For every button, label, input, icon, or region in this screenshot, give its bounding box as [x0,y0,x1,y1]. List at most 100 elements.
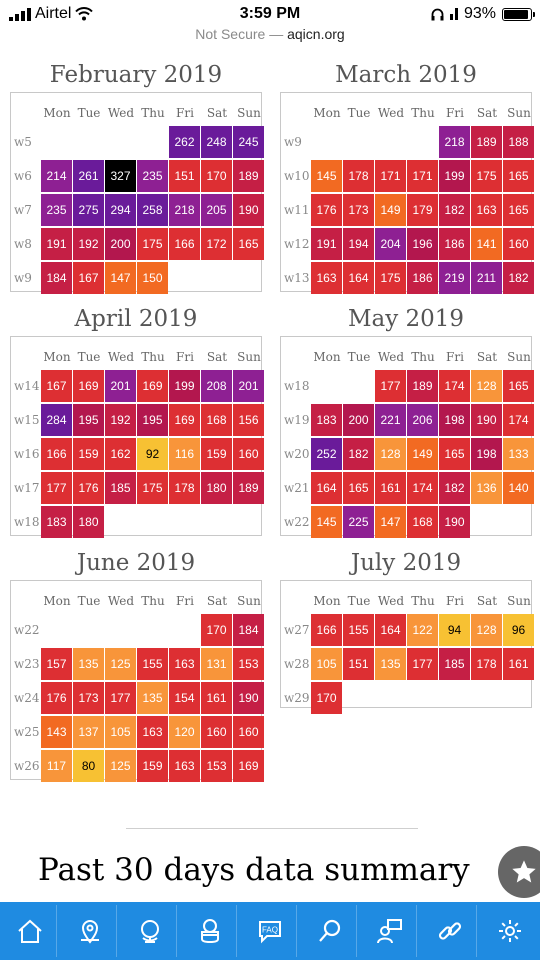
aqi-day-cell[interactable]: 235 [41,194,72,226]
aqi-day-cell[interactable]: 327 [105,160,136,192]
aqi-day-cell[interactable]: 182 [343,438,374,470]
aqi-day-cell[interactable]: 154 [169,682,200,714]
aqi-day-cell[interactable]: 167 [73,262,104,294]
aqi-day-cell[interactable]: 171 [375,160,406,192]
aqi-day-cell[interactable]: 156 [233,404,264,436]
aqi-day-cell[interactable]: 190 [471,404,502,436]
tab-links[interactable] [424,905,478,957]
aqi-day-cell[interactable]: 184 [41,262,72,294]
aqi-day-cell[interactable]: 205 [201,194,232,226]
aqi-day-cell[interactable]: 168 [407,506,438,538]
aqi-day-cell[interactable]: 178 [169,472,200,504]
aqi-day-cell[interactable]: 161 [375,472,406,504]
aqi-day-cell[interactable]: 105 [311,648,342,680]
aqi-day-cell[interactable]: 141 [471,228,502,260]
aqi-day-cell[interactable]: 219 [439,262,470,294]
aqi-day-cell[interactable]: 190 [233,194,264,226]
aqi-day-cell[interactable]: 174 [407,472,438,504]
aqi-day-cell[interactable]: 173 [73,682,104,714]
aqi-day-cell[interactable]: 117 [41,750,72,782]
aqi-day-cell[interactable]: 164 [311,472,342,504]
aqi-day-cell[interactable]: 145 [311,160,342,192]
aqi-day-cell[interactable]: 135 [73,648,104,680]
aqi-day-cell[interactable]: 191 [311,228,342,260]
aqi-day-cell[interactable]: 177 [407,648,438,680]
aqi-day-cell[interactable]: 201 [233,370,264,402]
aqi-day-cell[interactable]: 168 [201,404,232,436]
aqi-day-cell[interactable]: 189 [471,126,502,158]
aqi-day-cell[interactable]: 192 [73,228,104,260]
aqi-day-cell[interactable]: 161 [201,682,232,714]
aqi-day-cell[interactable]: 120 [169,716,200,748]
url-bar[interactable]: Not Secure — aqicn.org [0,26,540,42]
aqi-day-cell[interactable]: 170 [201,160,232,192]
aqi-day-cell[interactable]: 174 [503,404,534,436]
aqi-day-cell[interactable]: 160 [503,228,534,260]
aqi-day-cell[interactable]: 182 [503,262,534,294]
aqi-day-cell[interactable]: 188 [503,126,534,158]
aqi-day-cell[interactable]: 131 [201,648,232,680]
aqi-day-cell[interactable]: 208 [201,370,232,402]
aqi-day-cell[interactable]: 151 [343,648,374,680]
aqi-day-cell[interactable]: 183 [41,506,72,538]
aqi-day-cell[interactable]: 225 [343,506,374,538]
aqi-day-cell[interactable]: 175 [137,228,168,260]
aqi-day-cell[interactable]: 166 [41,438,72,470]
favorite-button[interactable] [498,846,540,898]
aqi-day-cell[interactable]: 186 [407,262,438,294]
aqi-day-cell[interactable]: 159 [73,438,104,470]
aqi-day-cell[interactable]: 149 [407,438,438,470]
aqi-day-cell[interactable]: 180 [73,506,104,538]
aqi-day-cell[interactable]: 166 [311,614,342,646]
aqi-day-cell[interactable]: 167 [41,370,72,402]
aqi-day-cell[interactable]: 165 [503,194,534,226]
aqi-day-cell[interactable]: 136 [471,472,502,504]
aqi-day-cell[interactable]: 214 [41,160,72,192]
aqi-day-cell[interactable]: 170 [311,682,342,714]
aqi-day-cell[interactable]: 162 [105,438,136,470]
aqi-day-cell[interactable]: 175 [471,160,502,192]
aqi-day-cell[interactable]: 177 [375,370,406,402]
aqi-day-cell[interactable]: 163 [137,716,168,748]
aqi-day-cell[interactable]: 160 [233,438,264,470]
aqi-day-cell[interactable]: 165 [343,472,374,504]
aqi-day-cell[interactable]: 169 [233,750,264,782]
aqi-day-cell[interactable]: 182 [439,472,470,504]
aqi-day-cell[interactable]: 184 [233,614,264,646]
aqi-day-cell[interactable]: 143 [41,716,72,748]
tab-settings[interactable] [484,905,536,957]
aqi-day-cell[interactable]: 125 [105,750,136,782]
aqi-day-cell[interactable]: 147 [105,262,136,294]
aqi-day-cell[interactable]: 128 [471,370,502,402]
aqi-day-cell[interactable]: 176 [73,472,104,504]
aqi-day-cell[interactable]: 275 [73,194,104,226]
aqi-day-cell[interactable]: 153 [201,750,232,782]
aqi-day-cell[interactable]: 151 [169,160,200,192]
aqi-day-cell[interactable]: 294 [105,194,136,226]
aqi-day-cell[interactable]: 96 [503,614,534,646]
aqi-day-cell[interactable]: 137 [73,716,104,748]
tab-world[interactable] [124,905,177,957]
aqi-day-cell[interactable]: 175 [375,262,406,294]
aqi-day-cell[interactable]: 191 [41,228,72,260]
aqi-day-cell[interactable]: 133 [503,438,534,470]
aqi-day-cell[interactable]: 128 [375,438,406,470]
aqi-day-cell[interactable]: 163 [169,750,200,782]
aqi-day-cell[interactable]: 258 [137,194,168,226]
aqi-day-cell[interactable]: 163 [169,648,200,680]
aqi-day-cell[interactable]: 165 [503,160,534,192]
aqi-day-cell[interactable]: 245 [233,126,264,158]
aqi-day-cell[interactable]: 80 [73,750,104,782]
aqi-day-cell[interactable]: 252 [311,438,342,470]
aqi-day-cell[interactable]: 192 [105,404,136,436]
aqi-day-cell[interactable]: 122 [407,614,438,646]
aqi-day-cell[interactable]: 189 [233,472,264,504]
aqi-day-cell[interactable]: 149 [375,194,406,226]
aqi-day-cell[interactable]: 178 [471,648,502,680]
aqi-day-cell[interactable]: 176 [41,682,72,714]
aqi-day-cell[interactable]: 173 [343,194,374,226]
aqi-day-cell[interactable]: 200 [105,228,136,260]
aqi-day-cell[interactable]: 195 [137,404,168,436]
aqi-day-cell[interactable]: 176 [311,194,342,226]
aqi-day-cell[interactable]: 165 [503,370,534,402]
